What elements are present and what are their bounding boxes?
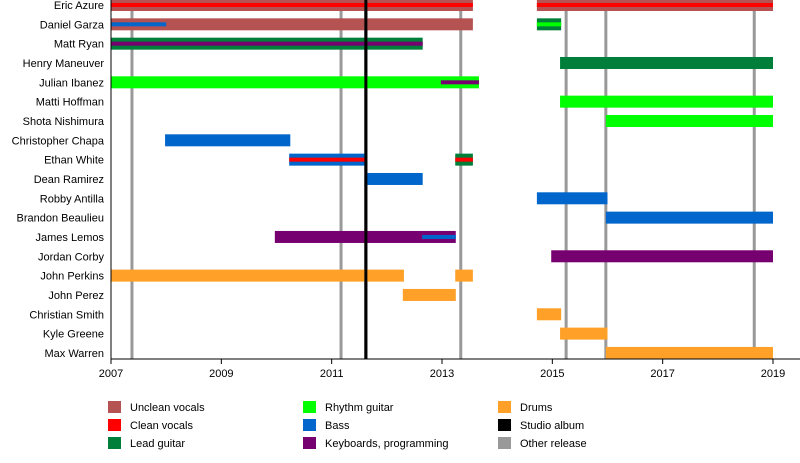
member-label: Dean Ramirez	[34, 174, 104, 186]
legend-swatch-lead	[108, 437, 121, 449]
member-label: John Perez	[48, 290, 104, 302]
member-labels: Eric Azure Daniel Garza Matt Ryan Henry Man…	[12, 0, 105, 360]
x-tick-label: 2009	[209, 368, 233, 380]
member-label: Matti Hoffman	[36, 97, 104, 109]
member-label: Jordan Corby	[38, 251, 105, 263]
member-label: Henry Maneuver	[23, 58, 105, 70]
legend-swatch-drums	[498, 401, 511, 413]
bar-drums	[605, 346, 773, 359]
x-tick-label: 2015	[540, 368, 564, 380]
member-label: Eric Azure	[54, 0, 104, 12]
legend-label-unclean: Unclean vocals	[130, 402, 205, 414]
legend-label-rhythm: Rhythm guitar	[325, 402, 394, 414]
bar-bass	[364, 172, 423, 185]
bar-clean-stripe	[536, 3, 773, 7]
legend-swatch-studio	[498, 419, 511, 431]
member-bars	[111, 0, 773, 359]
legend-label-studio: Studio album	[520, 420, 584, 432]
member-label: Christian Smith	[29, 309, 104, 321]
legend-label-keys: Keyboards, programming	[325, 438, 449, 450]
x-tick-label: 2013	[430, 368, 454, 380]
x-tick-label: 2007	[99, 368, 123, 380]
bar-clean-stripe	[111, 3, 473, 7]
bar-bass	[536, 192, 608, 205]
legend: Unclean vocals Clean vocals Lead guitar Rhy…	[108, 401, 587, 450]
bar-drums	[536, 308, 562, 321]
member-label: Shota Nishimura	[23, 116, 105, 128]
bar-keys-stripe	[111, 41, 423, 46]
bar-drums	[560, 327, 608, 340]
bar-bass	[165, 134, 291, 147]
member-label: Robby Antilla	[40, 193, 105, 205]
bar-clean-stripe	[289, 157, 366, 162]
member-label: James Lemos	[36, 232, 105, 244]
legend-swatch-clean	[108, 419, 121, 431]
bar-unclean	[111, 18, 473, 31]
bar-keys-stripe	[440, 80, 479, 85]
bar-drums	[402, 288, 456, 301]
bar-rhythm	[560, 95, 773, 108]
bar-rhythm	[605, 114, 773, 127]
x-tick-label: 2011	[320, 368, 344, 380]
x-tick-label: 2017	[650, 368, 674, 380]
legend-swatch-keys	[303, 437, 316, 449]
legend-label-drums: Drums	[520, 402, 553, 414]
member-label: Kyle Greene	[43, 329, 104, 341]
bar-drums	[455, 269, 473, 282]
x-tick-label: 2019	[761, 368, 785, 380]
bar-keys	[551, 250, 773, 263]
legend-swatch-bass	[303, 419, 316, 431]
release-lines	[130, 0, 756, 359]
bar-lead	[560, 56, 773, 69]
x-axis: 2007 2009 2011 2013 2015 2017 2019	[99, 0, 800, 380]
bar-drums	[111, 269, 404, 282]
legend-label-bass: Bass	[325, 420, 350, 432]
bar-bass-stripe	[111, 22, 167, 27]
member-label: Ethan White	[44, 155, 104, 167]
legend-label-lead: Lead guitar	[130, 438, 185, 450]
member-label: Christopher Chapa	[12, 135, 105, 147]
member-label: Julian Ibanez	[39, 77, 104, 89]
bar-rhythm-stripe	[536, 22, 562, 27]
legend-swatch-unclean	[108, 401, 121, 413]
legend-label-clean: Clean vocals	[130, 420, 193, 432]
member-label: Max Warren	[45, 348, 105, 360]
member-label: Brandon Beaulieu	[17, 213, 104, 225]
legend-label-other: Other release	[520, 438, 587, 450]
member-label: Matt Ryan	[54, 39, 104, 51]
legend-swatch-rhythm	[303, 401, 316, 413]
bar-clean-stripe	[455, 157, 473, 162]
bar-rhythm	[111, 76, 479, 89]
legend-swatch-other	[498, 437, 511, 449]
member-label: John Perkins	[40, 271, 104, 283]
member-label: Daniel Garza	[40, 19, 105, 31]
bar-bass	[605, 211, 773, 224]
bar-bass-stripe	[422, 234, 456, 239]
